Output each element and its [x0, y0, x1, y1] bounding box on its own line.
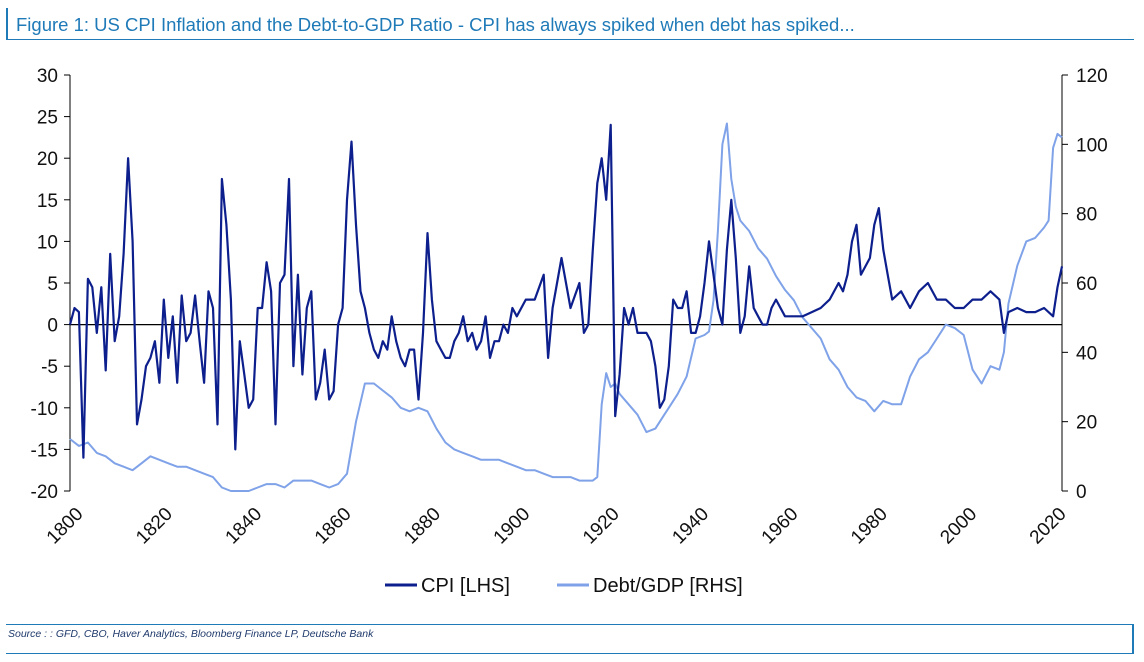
right-tick-label: 100: [1076, 135, 1108, 156]
x-tick-label: 1900: [490, 504, 535, 549]
x-tick-label: 1960: [758, 504, 803, 549]
left-tick-label: -5: [41, 357, 58, 378]
left-tick-label: 25: [37, 108, 58, 129]
legend-label-debt: Debt/GDP [RHS]: [593, 575, 743, 597]
title-frame: Figure 1: US CPI Inflation and the Debt-…: [6, 8, 1134, 40]
x-tick-label: 1980: [847, 504, 892, 549]
cpi-series-line: [68, 123, 1064, 459]
source-note: Source : : GFD, CBO, Haver Analytics, Bl…: [8, 628, 374, 640]
left-tick-label: 20: [37, 149, 58, 170]
left-tick-label: 15: [37, 191, 58, 212]
right-tick-label: 0: [1076, 482, 1087, 503]
left-tick-label: 30: [37, 66, 58, 87]
left-tick-label: -20: [31, 482, 58, 503]
right-tick-label: 20: [1076, 413, 1097, 434]
right-tick-label: 120: [1076, 66, 1108, 87]
left-tick-label: 0: [47, 316, 58, 337]
debt-gdp-series-line: [69, 122, 1063, 492]
x-tick-label: 1920: [579, 504, 624, 549]
footer-frame: [6, 624, 1134, 654]
series-layer: [68, 122, 1064, 492]
x-tick-label: 2000: [936, 504, 981, 549]
legend: CPI [LHS] Debt/GDP [RHS]: [385, 575, 743, 597]
x-tick-label: 1880: [400, 504, 445, 549]
axes-layer: 30 25 20 15 10 5 0 -5 -10 -15 -20 120 100 80 60 40 20 0 18…: [31, 66, 1108, 548]
left-tick-label: -10: [31, 399, 58, 420]
left-tick-label: 10: [37, 232, 58, 253]
right-tick-label: 40: [1076, 343, 1097, 364]
right-tick-label: 60: [1076, 274, 1097, 295]
x-tick-label: 1800: [43, 504, 88, 549]
x-tick-label: 1840: [222, 504, 267, 549]
right-tick-label: 80: [1076, 205, 1097, 226]
chart-title: Figure 1: US CPI Inflation and the Debt-…: [16, 14, 855, 35]
chart-svg: 30 25 20 15 10 5 0 -5 -10 -15 -20 120 100 80 60 40 20 0 18…: [31, 66, 1108, 597]
x-tick-label: 2020: [1026, 504, 1071, 549]
x-tick-label: 1940: [668, 504, 713, 549]
x-tick-label: 1820: [132, 504, 177, 549]
x-tick-label: 1860: [311, 504, 356, 549]
legend-label-cpi: CPI [LHS]: [421, 575, 510, 597]
left-tick-label: -15: [31, 440, 58, 461]
left-tick-label: 5: [47, 274, 58, 295]
